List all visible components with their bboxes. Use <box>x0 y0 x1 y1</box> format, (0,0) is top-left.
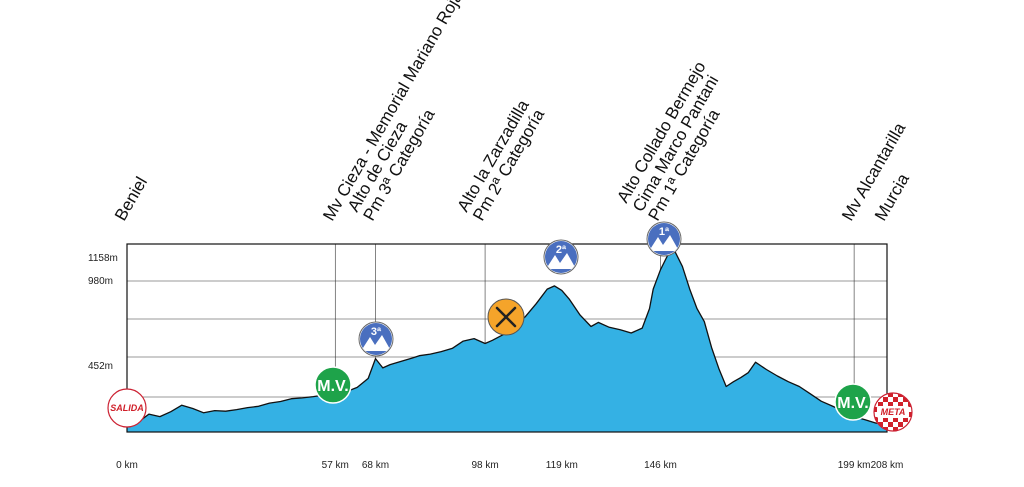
checker-cell <box>878 402 883 407</box>
sprint-badge-cieza: M.V. <box>314 366 352 404</box>
sprint-badge-alcantarilla: M.V. <box>834 383 872 421</box>
badge-disc <box>107 388 147 428</box>
badge-label: M.V. <box>317 378 348 395</box>
checker-cell <box>883 397 888 402</box>
salida-badge: SALIDA <box>107 388 147 428</box>
checker-cell <box>898 422 903 427</box>
badge-ring <box>873 392 913 432</box>
x-tick-label: 57 km <box>322 460 349 471</box>
feed-zone-icon <box>487 298 525 336</box>
checker-cell <box>883 402 888 407</box>
checker-cell <box>908 393 912 397</box>
x-tick-label: 119 km <box>546 460 578 471</box>
mountain-badge-3: 3ª <box>358 321 394 357</box>
checker-cell <box>878 417 883 422</box>
checker-cell <box>908 427 912 431</box>
elevation-line <box>126 251 888 425</box>
chart-frame <box>126 243 888 433</box>
checker-cell <box>908 407 912 412</box>
checker-cell <box>898 402 903 407</box>
checker-cell <box>874 412 878 417</box>
place-label-line: Beniel <box>111 174 151 224</box>
checker-cell <box>883 422 888 427</box>
checker-cell <box>893 393 898 397</box>
checker-cell <box>888 393 893 397</box>
checker-cell <box>898 397 903 402</box>
checker-cell <box>874 407 878 412</box>
badge-disc <box>834 383 872 421</box>
checker-cell <box>893 402 898 407</box>
axis-labels: 1158m 980m 452m 0 km 57 km 68 km 98 km 119 km 14… <box>88 253 903 471</box>
badge-label: SALIDA <box>110 403 144 413</box>
checker-cell <box>908 412 912 417</box>
x-tick-label: 146 km <box>644 460 677 471</box>
checker-cell <box>874 393 878 397</box>
knife-icon <box>495 306 517 328</box>
x-tick-label: 0 km <box>116 460 138 471</box>
badge-disc <box>314 366 352 404</box>
elevation-area-layer <box>126 251 888 432</box>
checker-cell <box>878 422 883 427</box>
place-labels: Beniel Mv Cieza - Memorial Mariano RojasA… <box>111 0 913 224</box>
mountain-icon <box>649 235 679 251</box>
badge-category-label: 1ª <box>659 226 670 238</box>
checker-cell <box>888 417 893 422</box>
badge-label: META <box>881 407 906 417</box>
badge-label: M.V. <box>837 395 868 412</box>
checker-cell <box>888 397 893 402</box>
badge-category-label: 2ª <box>556 244 567 256</box>
x-tick-label: 98 km <box>471 460 498 471</box>
y-tick-label: 1158m <box>88 253 118 264</box>
checker-cell <box>888 402 893 407</box>
checker-cell <box>903 417 908 422</box>
mountain-badge-2: 2ª <box>543 239 579 275</box>
y-tick-label: 452m <box>88 361 113 372</box>
badge-label-bg <box>877 406 909 418</box>
checker-cell <box>893 417 898 422</box>
x-tick-label: 208 km <box>871 460 904 471</box>
checker-cell <box>878 397 883 402</box>
plot-border <box>126 243 888 433</box>
mountain-icon <box>546 253 576 269</box>
checker-cell <box>898 417 903 422</box>
checker-cell <box>893 397 898 402</box>
checker-cell <box>883 417 888 422</box>
badge-category-label: 3ª <box>371 326 382 338</box>
checker-cell <box>888 422 893 427</box>
x-tick-label: 199 km <box>838 460 871 471</box>
mountain-icon <box>361 335 391 351</box>
checker-cell <box>903 402 908 407</box>
elevation-fill <box>127 251 887 432</box>
mountain-badge-1: 1ª <box>646 221 682 257</box>
checker-cell <box>903 397 908 402</box>
checker-cell <box>888 427 893 431</box>
checker-cell <box>893 427 898 431</box>
x-tick-label: 68 km <box>362 460 389 471</box>
place-label-0: Beniel <box>111 174 151 224</box>
y-tick-label: 980m <box>88 276 113 287</box>
checker-cell <box>893 422 898 427</box>
checker-cell <box>903 422 908 427</box>
